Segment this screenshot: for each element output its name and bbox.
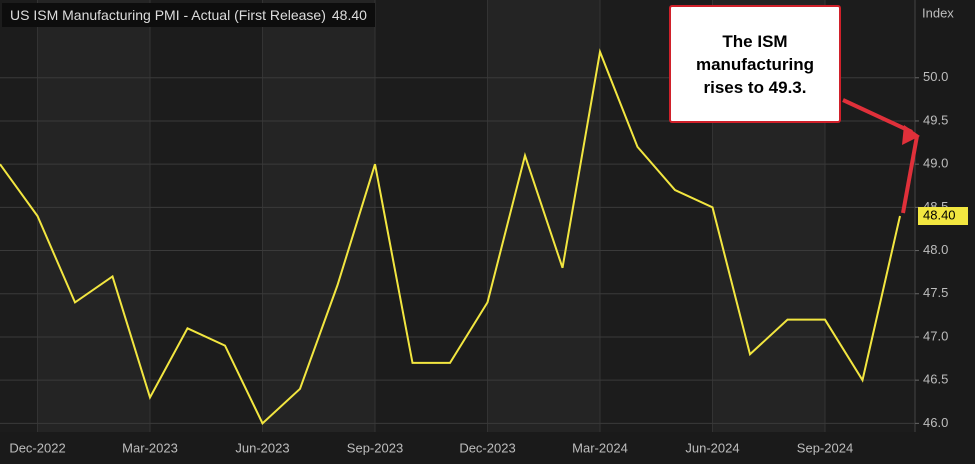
band: [37, 0, 150, 432]
y-tick-label: 46.0: [923, 415, 948, 430]
title-bar: US ISM Manufacturing PMI - Actual (First…: [2, 3, 375, 27]
y-tick-label: 46.5: [923, 372, 948, 387]
x-tick-label: Jun-2023: [235, 440, 289, 455]
y-tick-label: 48.0: [923, 242, 948, 257]
x-tick-label: Jun-2024: [685, 440, 739, 455]
arrow-head: [902, 125, 920, 145]
arrow-shaft: [901, 135, 919, 214]
annotation: The ISM manufacturing rises to 49.3.: [669, 5, 841, 123]
y-axis-label: Index: [922, 5, 954, 20]
series-line: [0, 48, 901, 426]
arrow-shaft: [842, 98, 913, 134]
band: [262, 0, 375, 432]
x-tick-label: Sep-2024: [797, 440, 853, 455]
chart-title: US ISM Manufacturing PMI - Actual (First…: [10, 7, 326, 23]
x-tick-label: Dec-2022: [9, 440, 65, 455]
y-tick-label: 50.0: [923, 69, 948, 84]
x-tick-label: Sep-2023: [347, 440, 403, 455]
y-tick-label: 49.0: [923, 156, 948, 171]
y-tick-label: 47.5: [923, 285, 948, 300]
x-tick-label: Mar-2024: [572, 440, 628, 455]
y-tick-label: 49.5: [923, 112, 948, 127]
last-value: 48.40: [331, 7, 367, 23]
x-tick-label: Dec-2023: [459, 440, 515, 455]
band: [487, 0, 600, 432]
value-label-bg: [918, 207, 968, 225]
x-tick-label: Mar-2023: [122, 440, 178, 455]
value-label: 48.40: [923, 207, 956, 222]
y-tick-label: 47.0: [923, 328, 948, 343]
